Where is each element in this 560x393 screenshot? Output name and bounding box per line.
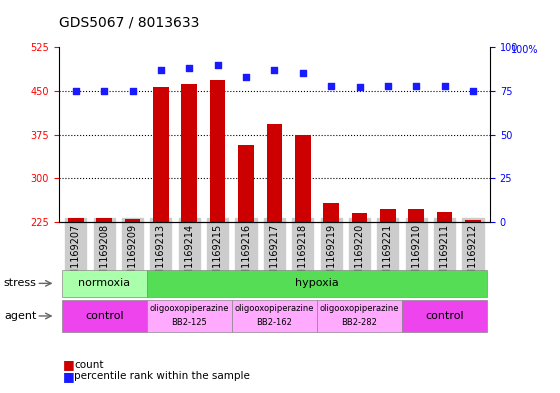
Y-axis label: 100%: 100%	[511, 46, 538, 55]
Point	[270, 67, 279, 73]
Point	[71, 88, 80, 94]
Bar	[68, 218, 83, 222]
Text: control: control	[425, 311, 464, 321]
Text: hypoxia: hypoxia	[295, 278, 339, 288]
Text: BB2-162: BB2-162	[256, 318, 292, 327]
Bar	[380, 209, 396, 222]
Text: agent: agent	[4, 311, 36, 321]
Text: normoxia: normoxia	[78, 278, 130, 288]
Point	[384, 83, 393, 89]
Point	[213, 61, 222, 68]
Text: oligooxopiperazine: oligooxopiperazine	[150, 304, 229, 312]
Bar	[96, 218, 112, 222]
Text: ■: ■	[63, 358, 74, 371]
Text: count: count	[74, 360, 104, 370]
Point	[100, 88, 109, 94]
Bar	[181, 84, 197, 222]
Point	[156, 67, 165, 73]
Point	[469, 88, 478, 94]
Bar	[465, 220, 481, 222]
Bar	[408, 209, 424, 222]
Bar	[238, 145, 254, 222]
Point	[326, 83, 335, 89]
Bar	[295, 134, 311, 222]
Point	[355, 84, 364, 90]
Point	[412, 83, 421, 89]
Text: ■: ■	[63, 370, 74, 383]
Text: BB2-282: BB2-282	[342, 318, 377, 327]
Text: oligooxopiperazine: oligooxopiperazine	[235, 304, 314, 312]
Point	[128, 88, 137, 94]
Text: percentile rank within the sample: percentile rank within the sample	[74, 371, 250, 382]
Bar	[210, 81, 226, 222]
Bar	[125, 219, 141, 222]
Point	[440, 83, 449, 89]
Point	[185, 65, 194, 71]
Bar	[437, 212, 452, 222]
Text: stress: stress	[4, 278, 37, 288]
Text: GDS5067 / 8013633: GDS5067 / 8013633	[59, 15, 199, 29]
Text: control: control	[85, 311, 124, 321]
Text: BB2-125: BB2-125	[171, 318, 207, 327]
Bar	[267, 124, 282, 222]
Bar	[323, 203, 339, 222]
Point	[241, 74, 250, 80]
Text: oligooxopiperazine: oligooxopiperazine	[320, 304, 399, 312]
Bar	[153, 87, 169, 222]
Bar	[352, 213, 367, 222]
Point	[298, 70, 307, 77]
